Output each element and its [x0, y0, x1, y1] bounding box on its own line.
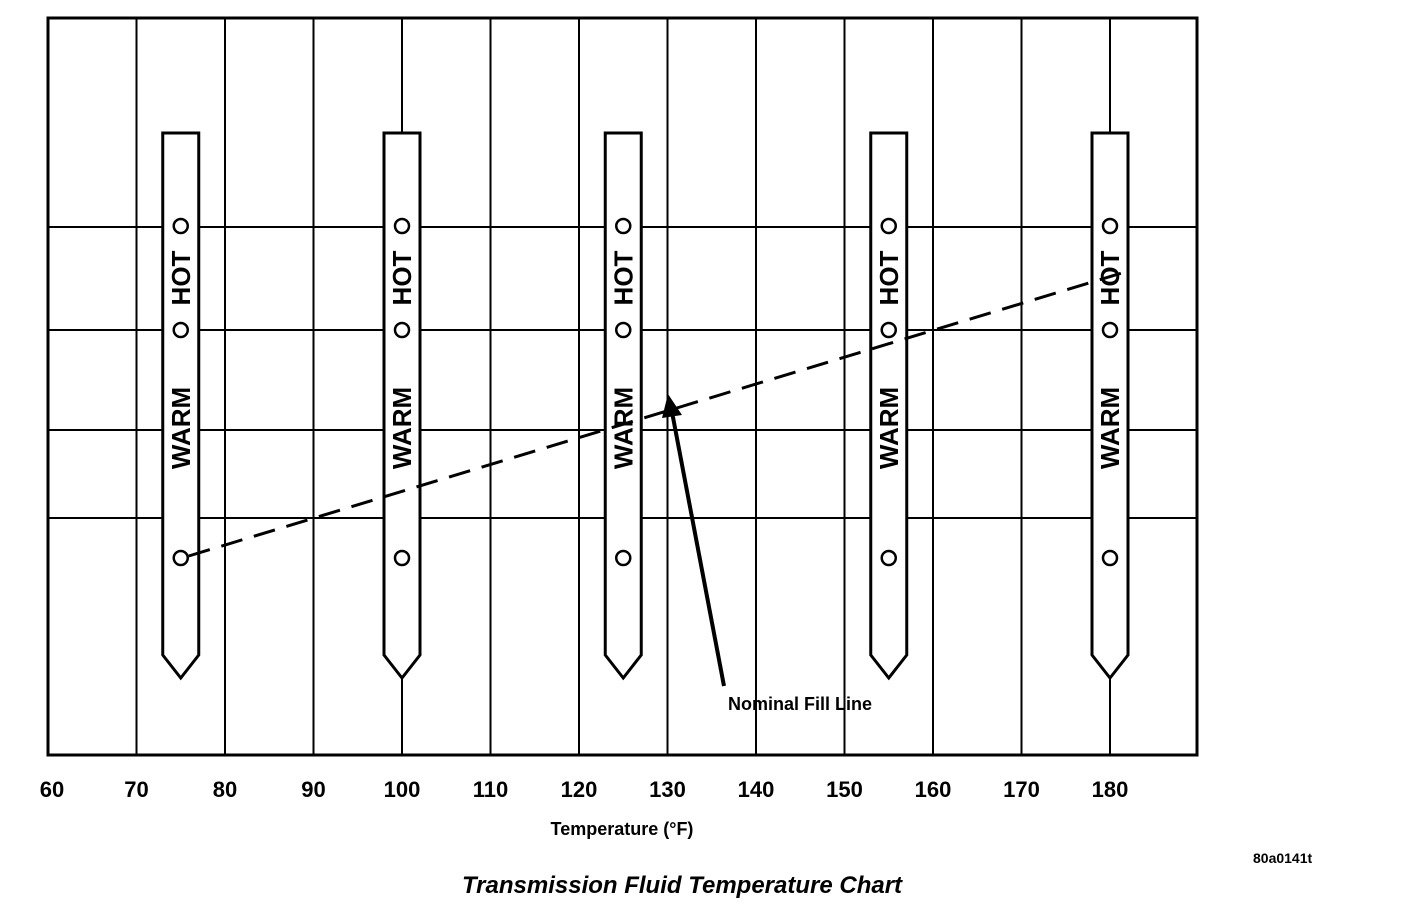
dipstick-mark-3	[880, 549, 897, 567]
x-tick-label-70: 70	[124, 777, 148, 802]
annotation-arrow-head	[662, 394, 682, 418]
dipstick-label-warm: WARM	[1095, 387, 1125, 469]
dipstick-mark-1	[393, 217, 411, 235]
dipstick-label-warm: WARM	[387, 387, 417, 469]
x-tick-label-150: 150	[826, 777, 863, 802]
x-tick-label-130: 130	[649, 777, 686, 802]
annotation-nominal-fill-line: Nominal Fill Line	[728, 694, 872, 714]
x-tick-label-110: 110	[473, 777, 509, 802]
x-tick-label-100: 100	[384, 777, 421, 802]
dipstick-group: HOTWARMHOTWARMHOTWARMHOTWARMHOTWARM	[161, 131, 1130, 681]
dipstick-mark-3	[1101, 549, 1119, 567]
dipstick-label-hot: HOT	[387, 250, 417, 305]
dipstick-155: HOT WARM	[869, 131, 909, 681]
dipstick-mark-3	[172, 549, 189, 567]
x-tick-label-60: 60	[40, 777, 64, 802]
dipstick-body	[869, 131, 909, 681]
annotation-layer: Nominal Fill Line	[662, 394, 872, 714]
dipstick-label-warm: WARM	[874, 387, 904, 469]
dipstick-mark-1	[1101, 217, 1119, 235]
dipstick-body	[161, 131, 201, 681]
dipstick-body	[603, 131, 643, 681]
dipstick-label-warm: WARM	[166, 387, 196, 469]
x-tick-label-80: 80	[213, 777, 237, 802]
dipstick-mark-2	[172, 321, 189, 339]
dipstick-body	[382, 131, 422, 681]
figure-code: 80a0141t	[1253, 850, 1313, 866]
fill-line-layer	[188, 271, 1123, 558]
dipstick-mark-2	[1101, 321, 1119, 339]
dipstick-label-hot: HOT	[166, 250, 196, 305]
dipstick-mark-2	[615, 321, 632, 339]
x-tick-label-120: 120	[561, 777, 598, 802]
dipstick-label-hot: HOT	[874, 250, 904, 305]
x-tick-label-90: 90	[301, 777, 325, 802]
dipstick-mark-3	[615, 549, 632, 567]
dipstick-mark-1	[615, 217, 632, 235]
x-axis-label: Temperature (°F)	[551, 819, 694, 839]
x-tick-labels: 60 70 80 90 100 110 120 130 140 150 160 170 180	[40, 777, 1129, 802]
nominal-fill-line	[188, 271, 1123, 558]
dipstick-label-hot: HOT	[608, 250, 638, 305]
dipstick-mark-3	[393, 549, 411, 567]
dipstick-100: HOT WARM	[382, 131, 422, 681]
chart-title: Transmission Fluid Temperature Chart	[461, 872, 903, 899]
dipstick-mark-2	[880, 321, 897, 339]
x-tick-label-160: 160	[915, 777, 952, 802]
dipstick-75: HOT WARM	[161, 131, 201, 681]
plot-frame	[46, 16, 1199, 757]
dipstick-mark-2	[393, 321, 411, 339]
x-tick-label-140: 140	[738, 777, 775, 802]
dipstick-mark-1	[880, 217, 897, 235]
annotation-arrow-line	[670, 411, 726, 687]
dipstick-mark-1	[172, 217, 189, 235]
x-tick-label-180: 180	[1092, 777, 1129, 802]
x-tick-label-170: 170	[1003, 777, 1040, 802]
dipstick-body	[1090, 131, 1130, 681]
